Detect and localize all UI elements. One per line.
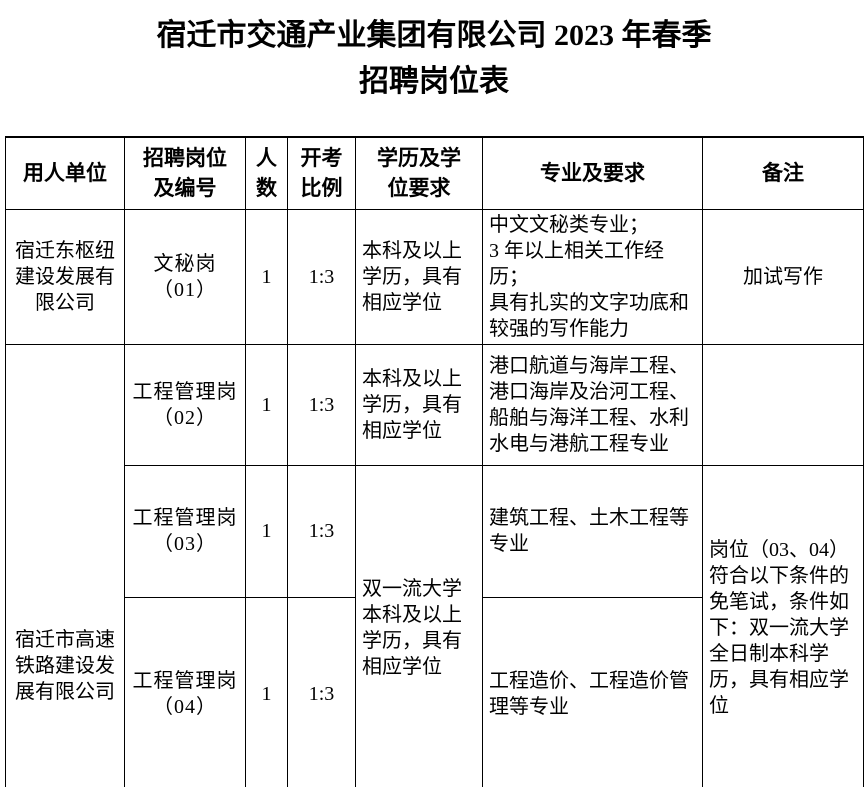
count-cell: 1 [245, 208, 288, 345]
post-cell: 工程管理岗 （04） [124, 596, 246, 787]
count-cell: 1 [245, 343, 288, 466]
education-cell: 本科及以上学历，具有相应学位 [355, 343, 483, 466]
header-cell-education: 学历及学 位要求 [355, 136, 483, 210]
major-cell: 港口航道与海岸工程、港口海岸及治河工程、船舶与海洋工程、水利水电与港航工程专业 [482, 343, 703, 466]
education-cell: 本科及以上学历，具有相应学位 [355, 208, 483, 345]
ratio-cell: 1:3 [287, 596, 356, 787]
page-title: 宿迁市交通产业集团有限公司 2023 年春季 招聘岗位表 [156, 19, 712, 98]
header-cell-employer: 用人单位 [5, 136, 125, 210]
header-cell-major: 专业及要求 [482, 136, 703, 210]
major-cell: 建筑工程、土木工程等专业 [482, 464, 703, 598]
table-row-04: 工程管理岗 （04） 1 1:3 工程造价、工程造价管理等专业 [6, 596, 864, 787]
header-cell-count: 人 数 [245, 136, 288, 210]
education-cell-merged: 双一流大学本科及以上学历，具有相应学位 [355, 464, 483, 787]
post-cell: 文秘岗 （01） [124, 208, 246, 345]
header-cell-ratio: 开考 比例 [287, 136, 356, 210]
header-cell-note: 备注 [702, 136, 864, 210]
major-cell: 中文文秘类专业； 3 年以上相关工作经历； 具有扎实的文字功底和较强的写作能力 [482, 208, 703, 345]
note-cell [702, 343, 864, 466]
count-cell: 1 [245, 596, 288, 787]
note-cell-merged: 岗位（03、04）符合以下条件的免笔试，条件如下：双一流大学全日制本科学历，具有… [702, 464, 864, 787]
post-cell: 工程管理岗 （02） [124, 343, 246, 466]
table-row-01: 宿迁东枢纽建设发展有限公司 文秘岗 （01） 1 1:3 本科及以上学历，具有相… [5, 208, 864, 345]
table-row-02: 宿迁市高速铁路建设发展有限公司 工程管理岗 （02） 1 1:3 本科及以上学历… [5, 343, 864, 787]
employer-cell: 宿迁东枢纽建设发展有限公司 [5, 208, 125, 345]
major-cell: 工程造价、工程造价管理等专业 [482, 596, 703, 787]
header-cell-post: 招聘岗位 及编号 [124, 136, 246, 210]
ratio-cell: 1:3 [287, 464, 356, 598]
post-cell: 工程管理岗 （03） [124, 464, 246, 598]
count-cell: 1 [245, 464, 288, 598]
employer-cell: 宿迁市高速铁路建设发展有限公司 [5, 343, 125, 787]
table-row-03: 工程管理岗 （03） 1 1:3 双一流大学本科及以上学历，具有相应学位 建筑工… [6, 464, 864, 787]
ratio-cell: 1:3 [287, 343, 356, 466]
ratio-cell: 1:3 [287, 208, 356, 345]
table-header-row: 用人单位 招聘岗位 及编号 人 数 开考 比例 学历及学 位要求 专业及要求 备… [5, 136, 864, 210]
note-cell: 加试写作 [702, 208, 864, 345]
recruitment-table: 用人单位 招聘岗位 及编号 人 数 开考 比例 学历及学 位要求 专业及要求 备… [5, 136, 864, 787]
